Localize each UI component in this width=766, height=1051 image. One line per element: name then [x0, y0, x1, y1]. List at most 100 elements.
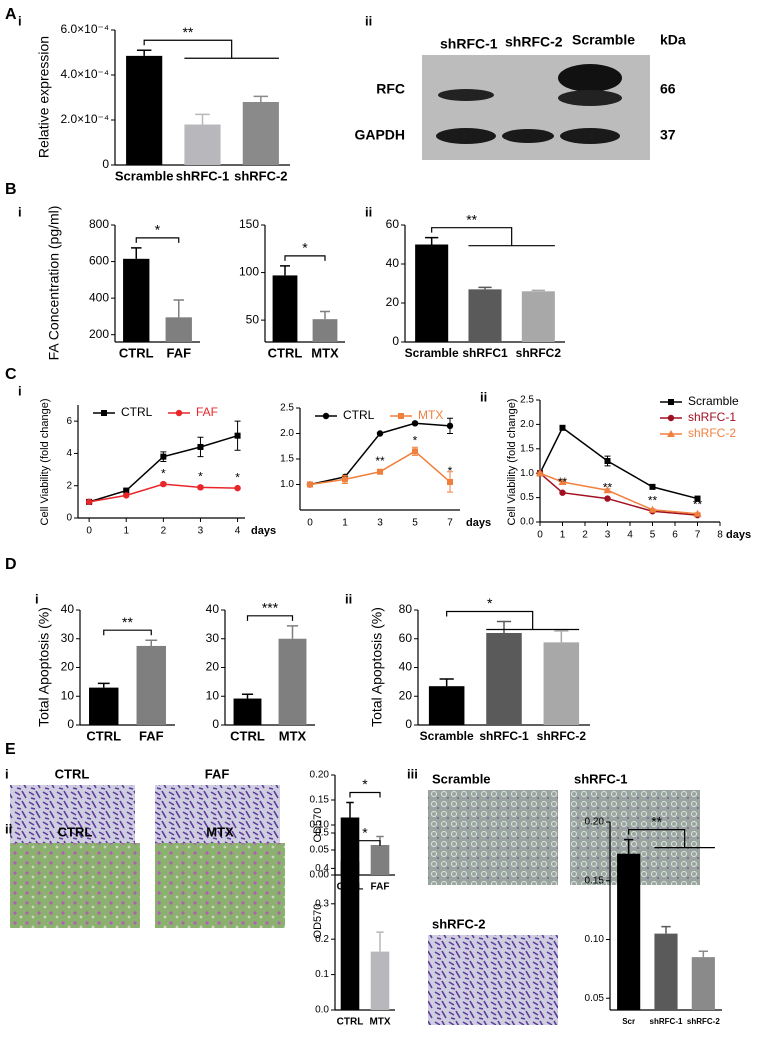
significance-bracket — [143, 39, 279, 59]
bar — [272, 275, 298, 342]
y-axis-label: Total Apoptosis (%) — [369, 607, 385, 727]
bar — [126, 55, 163, 165]
significance-bracket — [246, 615, 294, 621]
y-tick-label: 0.3 — [315, 898, 329, 909]
bar — [89, 687, 119, 725]
y-tick-label: 4 — [66, 448, 72, 459]
x-tick-label: 1 — [560, 530, 566, 541]
y-tick-label: 10 — [206, 688, 220, 702]
significance-label: ** — [466, 211, 477, 227]
marker — [693, 509, 702, 517]
unit-label: kDa — [660, 32, 686, 48]
y-tick-label: 40 — [399, 660, 413, 674]
significance-label: * — [235, 470, 240, 484]
bar — [184, 124, 221, 165]
y-tick-label: 0.1 — [315, 969, 329, 980]
blot-band — [436, 128, 496, 144]
significance-label: * — [161, 466, 166, 480]
y-tick-label: 1.0 — [280, 479, 294, 490]
panel-label: ii — [5, 821, 12, 836]
y-tick-label: 0.05 — [585, 993, 605, 1004]
category-label: CTRL — [268, 345, 303, 360]
significance-label: * — [413, 434, 418, 448]
significance-label: ** — [122, 614, 133, 630]
blot-band — [438, 89, 494, 101]
x-tick-label: 1 — [123, 526, 129, 537]
panel-label: iii — [407, 766, 418, 781]
significance-label: ** — [648, 493, 658, 507]
significance-label: ** — [375, 454, 385, 468]
error-bar — [698, 950, 708, 958]
significance-label: * — [448, 464, 453, 478]
y-axis-label: Cell Viability (fold change) — [39, 399, 51, 526]
y-tick-label: 0.0 — [520, 517, 534, 528]
lane-label: Scramble — [572, 32, 635, 48]
legend-label: shRFC-1 — [688, 410, 736, 424]
y-tick-label: 1.0 — [520, 468, 534, 479]
image-label: shRFC-2 — [432, 916, 485, 931]
marker — [446, 422, 454, 430]
error-bar — [346, 849, 354, 862]
error-bar — [136, 49, 152, 56]
x-tick-label: 7 — [447, 518, 453, 529]
marker — [559, 424, 566, 431]
y-tick-label: 4.0×10⁻⁴ — [60, 67, 109, 81]
micrograph — [10, 843, 140, 928]
significance-bracket — [284, 255, 326, 261]
category-label: shRFC-2 — [234, 168, 287, 183]
y-tick-label: 30 — [206, 631, 220, 645]
x-tick-label: 1 — [342, 518, 348, 529]
significance-label: ** — [603, 481, 613, 495]
y-axis-label: OD570 — [312, 808, 324, 843]
legend-label: FAF — [196, 405, 218, 419]
y-tick-label: 0 — [405, 717, 412, 731]
y-tick-label: 20 — [61, 660, 75, 674]
y-tick-label: 6 — [66, 416, 72, 427]
bar — [654, 933, 678, 1010]
bar — [486, 633, 522, 725]
category-label: MTX — [311, 345, 339, 360]
bar — [312, 319, 338, 342]
y-tick-label: 0.05 — [310, 845, 330, 856]
marker — [307, 481, 313, 488]
legend-label: CTRL — [343, 408, 375, 422]
category-label: CTRL — [337, 1017, 364, 1028]
error-bar — [425, 236, 439, 245]
marker — [175, 409, 183, 417]
error-bar — [286, 625, 299, 639]
bar — [136, 645, 166, 725]
marker — [123, 492, 130, 499]
y-tick-label: 0.20 — [310, 770, 330, 781]
error-bar — [478, 286, 492, 290]
blot-band — [560, 128, 620, 144]
x-tick-label: 3 — [605, 530, 611, 541]
error-bar — [624, 838, 634, 854]
category-label: Scramble — [420, 729, 474, 743]
significance-label: ** — [651, 813, 662, 829]
image-label: CTRL — [58, 824, 93, 839]
blot-band — [558, 90, 622, 106]
error-bar — [280, 265, 290, 276]
y-tick-label: 20 — [206, 660, 220, 674]
bar — [370, 845, 390, 875]
y-tick-label: 40 — [61, 602, 75, 616]
panel-label: ii — [365, 13, 372, 28]
bar — [233, 698, 262, 725]
x-tick-label: 8 — [717, 530, 723, 541]
micrograph — [428, 790, 558, 885]
marker — [398, 413, 404, 419]
y-tick-label: 600 — [89, 254, 109, 268]
category-label: CTRL — [119, 345, 154, 360]
y-tick-label: 800 — [89, 217, 109, 231]
category-label: shRFC1 — [462, 346, 508, 360]
error-bar — [241, 693, 254, 699]
x-tick-label: 2 — [582, 530, 588, 541]
marker — [101, 410, 107, 416]
x-tick-label: 4 — [235, 526, 241, 537]
y-tick-label: 6.0×10⁻⁴ — [60, 22, 109, 36]
marker — [234, 432, 241, 439]
marker — [447, 478, 453, 485]
x-axis-label: days — [726, 529, 751, 541]
image-label: shRFC-1 — [574, 771, 627, 786]
